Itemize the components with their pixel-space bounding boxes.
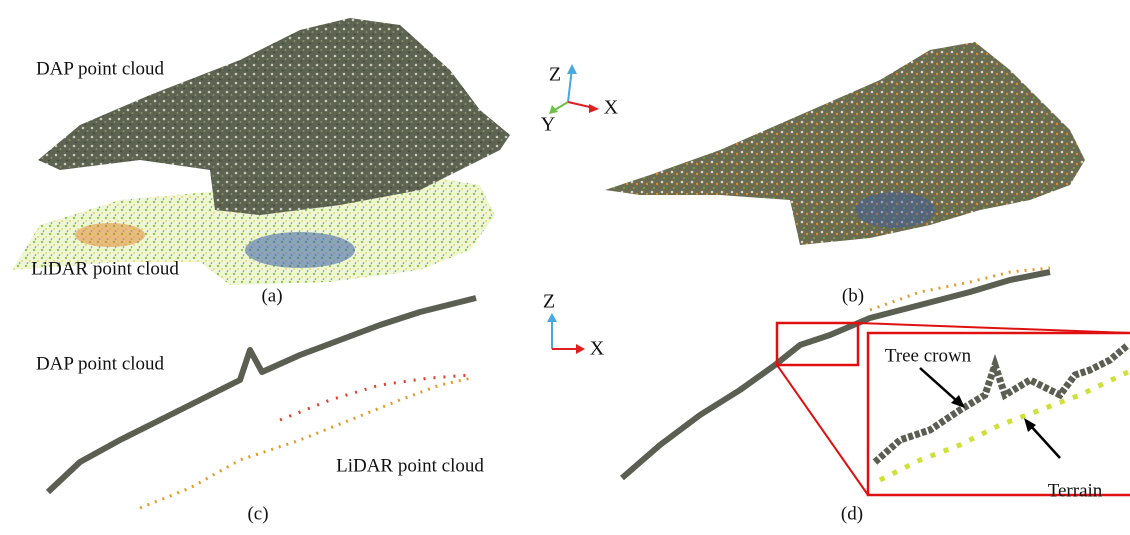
lidar-orange-patch [75, 223, 145, 247]
axes-2d: Z X [543, 291, 605, 360]
figure: DAP point cloud LiDAR point cloud (a) Z … [0, 0, 1130, 535]
axis-label: X [604, 97, 619, 119]
panel-b: (b) [605, 42, 1085, 306]
caption: (b) [842, 285, 864, 306]
annotation: Tree crown [885, 345, 972, 366]
axis-label: Z [549, 64, 561, 86]
lidar-profile [140, 378, 472, 508]
arrowhead [589, 104, 599, 113]
axes-3d: Z Y X [541, 64, 619, 136]
arrowhead [567, 64, 577, 74]
zoom-line [858, 323, 1130, 333]
lidar-label: LiDAR point cloud [31, 258, 179, 279]
dap-label: DAP point cloud [36, 58, 165, 79]
lidar-blue-patch [245, 232, 355, 268]
axis-label: Y [541, 114, 555, 136]
axis-label: Z [543, 291, 555, 313]
caption: (a) [261, 285, 282, 306]
caption: (d) [841, 503, 863, 524]
axis-label: X [590, 338, 605, 360]
blue-patch [855, 192, 935, 228]
lidar-label: LiDAR point cloud [336, 455, 484, 476]
dap-cloud [605, 42, 1085, 245]
lidar-profile [870, 268, 1050, 310]
caption: (c) [247, 503, 268, 524]
panel-d: Tree crown Terrain (d) [622, 268, 1130, 524]
arrowhead [576, 344, 585, 354]
arrowhead [547, 313, 557, 322]
lidar-profile-top [280, 375, 470, 420]
annotation: Terrain [1048, 480, 1103, 501]
panel-a: DAP point cloud LiDAR point cloud (a) [12, 18, 510, 306]
dap-label: DAP point cloud [36, 353, 165, 374]
zoom-line [777, 365, 868, 495]
panel-c: DAP point cloud LiDAR point cloud (c) [36, 298, 484, 524]
